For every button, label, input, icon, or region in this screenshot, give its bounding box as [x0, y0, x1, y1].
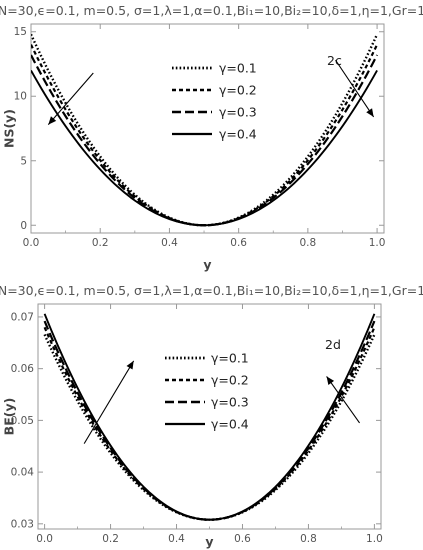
x-tick-label: 0.4	[168, 533, 185, 545]
series-line-1	[31, 33, 379, 227]
trend-arrow-1	[83, 360, 135, 444]
y-tick-label: 0.03	[11, 518, 34, 530]
y-tick-label: 0.07	[11, 311, 34, 323]
parameter-header: {N=30,ϵ=0.1, m=0.5, σ=1,λ=1,α=0.1,Bi₁=10…	[0, 3, 423, 18]
x-axis-label: y	[205, 534, 213, 549]
trend-arrow-2	[335, 59, 375, 118]
legend-entry-4: γ=0.4	[219, 127, 257, 142]
x-tick-label: 0.6	[230, 237, 247, 249]
x-tick-label: 1.0	[369, 237, 386, 249]
x-axis-label: y	[203, 257, 211, 272]
series-line-2	[43, 326, 376, 521]
x-tick-label: 0.0	[36, 533, 53, 545]
x-tick-label: 0.0	[23, 237, 40, 249]
chart-panel-2c: {N=30,ϵ=0.1, m=0.5, σ=1,λ=1,α=0.1,Bi₁=10…	[0, 3, 423, 272]
x-tick-label: 0.2	[92, 237, 109, 249]
legend-entry-1: γ=0.1	[219, 61, 257, 76]
x-tick-label: 0.4	[161, 237, 178, 249]
y-tick-label: 5	[20, 155, 27, 167]
trend-arrow-1	[47, 72, 94, 125]
x-tick-label: 0.8	[300, 237, 317, 249]
y-tick-label: 0	[20, 220, 27, 232]
y-axis-label: BE(y)	[2, 398, 17, 436]
trend-arrow-2	[326, 376, 361, 424]
series-line-3	[43, 320, 376, 521]
legend-entry-1: γ=0.1	[211, 351, 249, 366]
y-tick-label: 0.04	[11, 467, 35, 479]
parameter-header: {N=30,ϵ=0.1, m=0.5, σ=1,λ=1,α=0.1,Bi₁=10…	[0, 283, 423, 298]
panel-tag: 2d	[325, 337, 341, 352]
legend-entry-2: γ=0.2	[211, 373, 249, 388]
legend-entry-4: γ=0.4	[211, 417, 249, 432]
legend-entry-3: γ=0.3	[211, 395, 249, 410]
series-line-4	[31, 69, 378, 227]
x-tick-label: 0.6	[234, 533, 251, 545]
chart-panel-2d: {N=30,ϵ=0.1, m=0.5, σ=1,λ=1,α=0.1,Bi₁=10…	[0, 283, 423, 549]
x-tick-label: 1.0	[366, 533, 383, 545]
series-line-4	[43, 313, 376, 521]
trend-arrowhead-2	[326, 376, 335, 385]
plot-frame	[30, 23, 385, 234]
legend-entry-3: γ=0.3	[219, 105, 257, 120]
series-line-3	[31, 54, 379, 227]
trend-arrowhead-1	[48, 116, 57, 125]
y-axis-label: NS(y)	[2, 109, 17, 148]
x-tick-label: 0.8	[300, 533, 317, 545]
y-tick-label: 15	[14, 26, 27, 38]
trend-arrowhead-1	[126, 360, 134, 370]
y-tick-label: 10	[14, 91, 27, 103]
y-tick-label: 0.06	[11, 363, 35, 375]
x-tick-label: 0.2	[102, 533, 119, 545]
y-tick-label: 0.05	[11, 415, 34, 427]
legend-entry-2: γ=0.2	[219, 83, 257, 98]
trend-arrowhead-2	[366, 108, 374, 117]
